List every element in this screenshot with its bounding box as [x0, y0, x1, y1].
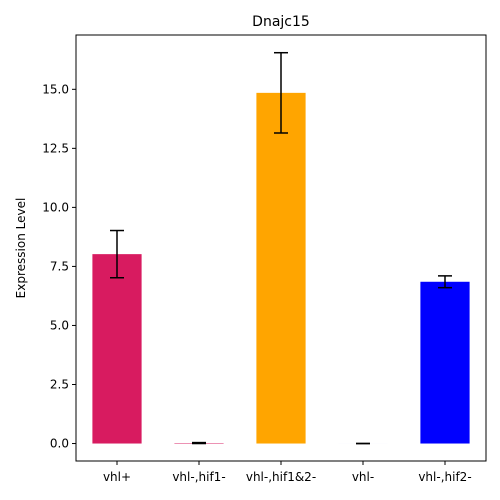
- x-tick-label: vhl-,hif1&2-: [246, 470, 316, 484]
- y-tick-label: 15.0: [42, 82, 69, 96]
- y-tick-label: 10.0: [42, 200, 69, 214]
- x-tick-label: vhl-,hif1-: [172, 470, 225, 484]
- y-tick-label: 7.5: [50, 259, 69, 273]
- y-tick-label: 2.5: [50, 377, 69, 391]
- y-tick-label: 5.0: [50, 318, 69, 332]
- x-tick-label: vhl+: [103, 470, 131, 484]
- bars-group: [92, 93, 469, 444]
- bar-0: [92, 254, 141, 443]
- bar-4: [420, 282, 469, 444]
- y-axis-ticks: 0.0 2.5 5.0 7.5 10.0 12.5 15.0: [42, 82, 76, 450]
- error-bar-1: [192, 443, 206, 444]
- bar-2: [256, 93, 305, 444]
- chart-title: Dnajc15: [252, 14, 310, 30]
- y-tick-label: 0.0: [50, 437, 69, 451]
- x-axis-ticks: vhl+ vhl-,hif1- vhl-,hif1&2- vhl-vhl-,hif2-: [103, 461, 472, 484]
- y-tick-label: 12.5: [42, 141, 69, 155]
- y-axis-label: Expression Level: [14, 198, 28, 299]
- x-tick-label: vhl-,hif2-: [418, 470, 471, 484]
- x-tick-label: vhl-: [352, 470, 374, 484]
